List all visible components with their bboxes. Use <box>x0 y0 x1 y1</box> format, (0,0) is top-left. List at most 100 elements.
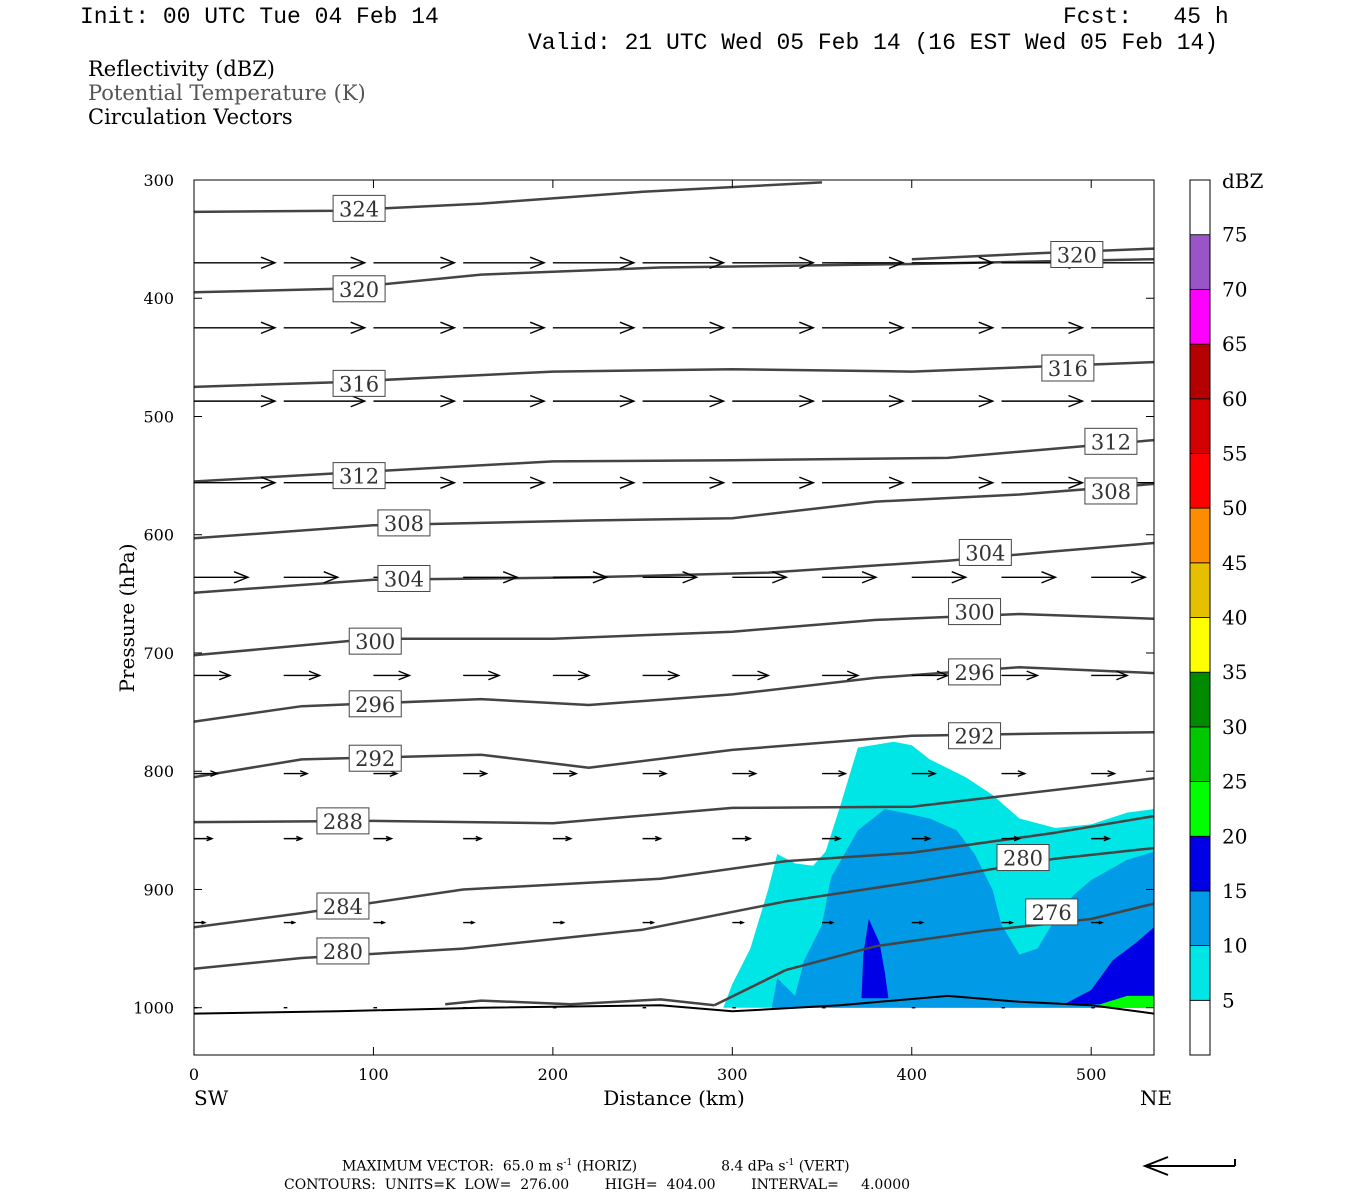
circulation-vector <box>1091 770 1117 778</box>
circulation-vector <box>732 571 789 584</box>
colorbar-swatch <box>1189 835 1211 892</box>
vector-head <box>924 835 932 842</box>
vector-head <box>440 321 457 335</box>
circulation-vector <box>463 256 547 270</box>
circulation-vector <box>463 770 489 778</box>
theta-label-312: 312 <box>1084 427 1138 455</box>
circulation-vector <box>1001 770 1027 778</box>
vector-head <box>380 920 387 925</box>
circulation-vector <box>1001 476 1085 489</box>
circulation-vector <box>1001 321 1085 335</box>
theta-label-308: 308 <box>377 509 431 537</box>
circulation-vector <box>911 256 995 270</box>
theta-label-296: 296 <box>948 658 1002 686</box>
colorbar-tick-label: 45 <box>1222 551 1247 575</box>
vector-head <box>592 571 609 584</box>
theta-contour-300 <box>194 612 1154 657</box>
vector-head <box>1098 920 1104 925</box>
circulation-vector <box>822 920 835 925</box>
vector-head <box>829 920 835 925</box>
theta-label-text: 316 <box>1048 357 1088 381</box>
theta-label-box <box>948 722 1002 750</box>
theta-label-316: 316 <box>1041 354 1095 382</box>
vector-head <box>206 835 214 842</box>
circulation-vector <box>552 476 636 489</box>
vector-head <box>210 770 220 778</box>
y-tick-label: 500 <box>143 407 174 426</box>
theta-contour-324 <box>194 181 823 214</box>
vector-head <box>1130 571 1148 584</box>
circulation-vector <box>911 321 995 335</box>
theta-label-box <box>958 538 1012 566</box>
theta-label-text: 320 <box>339 278 379 302</box>
vector-head <box>888 476 905 489</box>
theta-label-text: 288 <box>323 810 363 834</box>
vector-head <box>619 321 636 335</box>
circulation-vector <box>911 670 950 681</box>
circulation-vector <box>642 394 726 408</box>
theta-label-text: 276 <box>1032 901 1072 925</box>
circulation-vector <box>283 571 340 584</box>
vector-head <box>398 670 412 681</box>
colorbar-swatch <box>1189 999 1211 1056</box>
vector-head <box>619 256 636 270</box>
variable-potential-temperature: Potential Temperature (K) <box>88 81 366 105</box>
circulation-vector <box>283 835 304 842</box>
y-tick-label: 900 <box>143 880 174 899</box>
variable-reflectivity: Reflectivity (dBZ) <box>88 57 276 81</box>
colorbar-tick-label: 20 <box>1222 824 1247 848</box>
colorbar-swatch <box>1189 781 1211 837</box>
theta-label-text: 296 <box>955 661 995 685</box>
vector-head <box>888 256 905 270</box>
circulation-vector <box>911 835 932 842</box>
colorbar-tick-label: 65 <box>1222 332 1247 356</box>
circulation-vector <box>463 835 484 842</box>
circulation-vector <box>732 321 816 335</box>
colorbar-swatch <box>1189 562 1211 618</box>
vector-head <box>1158 477 1172 488</box>
theta-label-316: 316 <box>332 369 386 397</box>
vector-head <box>488 670 502 681</box>
y-tick-label: 1000 <box>133 999 174 1018</box>
theta-contour-276 <box>713 902 1154 1007</box>
vector-head <box>658 770 668 778</box>
vector-head <box>834 835 842 842</box>
vector-head <box>978 256 995 270</box>
theta-label-312: 312 <box>332 462 386 490</box>
circulation-vector <box>822 835 842 842</box>
theta-label-box <box>377 564 431 592</box>
vector-head <box>1158 322 1172 333</box>
circulation-vector <box>283 256 367 270</box>
vector-head <box>1158 257 1172 268</box>
colorbar-tick-label: 5 <box>1222 988 1235 1012</box>
y-tick-label: 600 <box>143 526 174 545</box>
circulation-vector <box>552 920 566 925</box>
theta-label-284: 284 <box>316 892 370 920</box>
theta-contour-308 <box>194 482 1154 540</box>
circulation-vector <box>552 835 573 842</box>
vector-head <box>799 476 816 489</box>
theta-label-text: 280 <box>1003 847 1043 871</box>
circulation-vector <box>732 394 816 408</box>
circulation-vector <box>822 476 905 489</box>
x-tick-label: 0 <box>189 1065 199 1084</box>
theta-label-box <box>348 690 402 718</box>
theta-label-box <box>316 937 370 965</box>
circulation-vector <box>642 256 726 270</box>
colorbar-swatch <box>1189 288 1211 345</box>
circulation-vector <box>283 670 322 681</box>
theta-label-box <box>348 627 402 655</box>
circulation-vector <box>642 476 726 489</box>
vector-head <box>565 835 573 842</box>
theta-label-box <box>948 598 1002 626</box>
vector-head <box>1103 835 1112 842</box>
vector-head <box>201 920 207 925</box>
circulation-vector <box>642 670 681 681</box>
vector-head <box>1068 476 1085 489</box>
circulation-vector <box>1001 920 1015 925</box>
theta-label-box <box>316 807 370 835</box>
vector-head <box>260 394 277 408</box>
circulation-vector <box>373 670 412 681</box>
circulation-vector <box>373 394 457 408</box>
